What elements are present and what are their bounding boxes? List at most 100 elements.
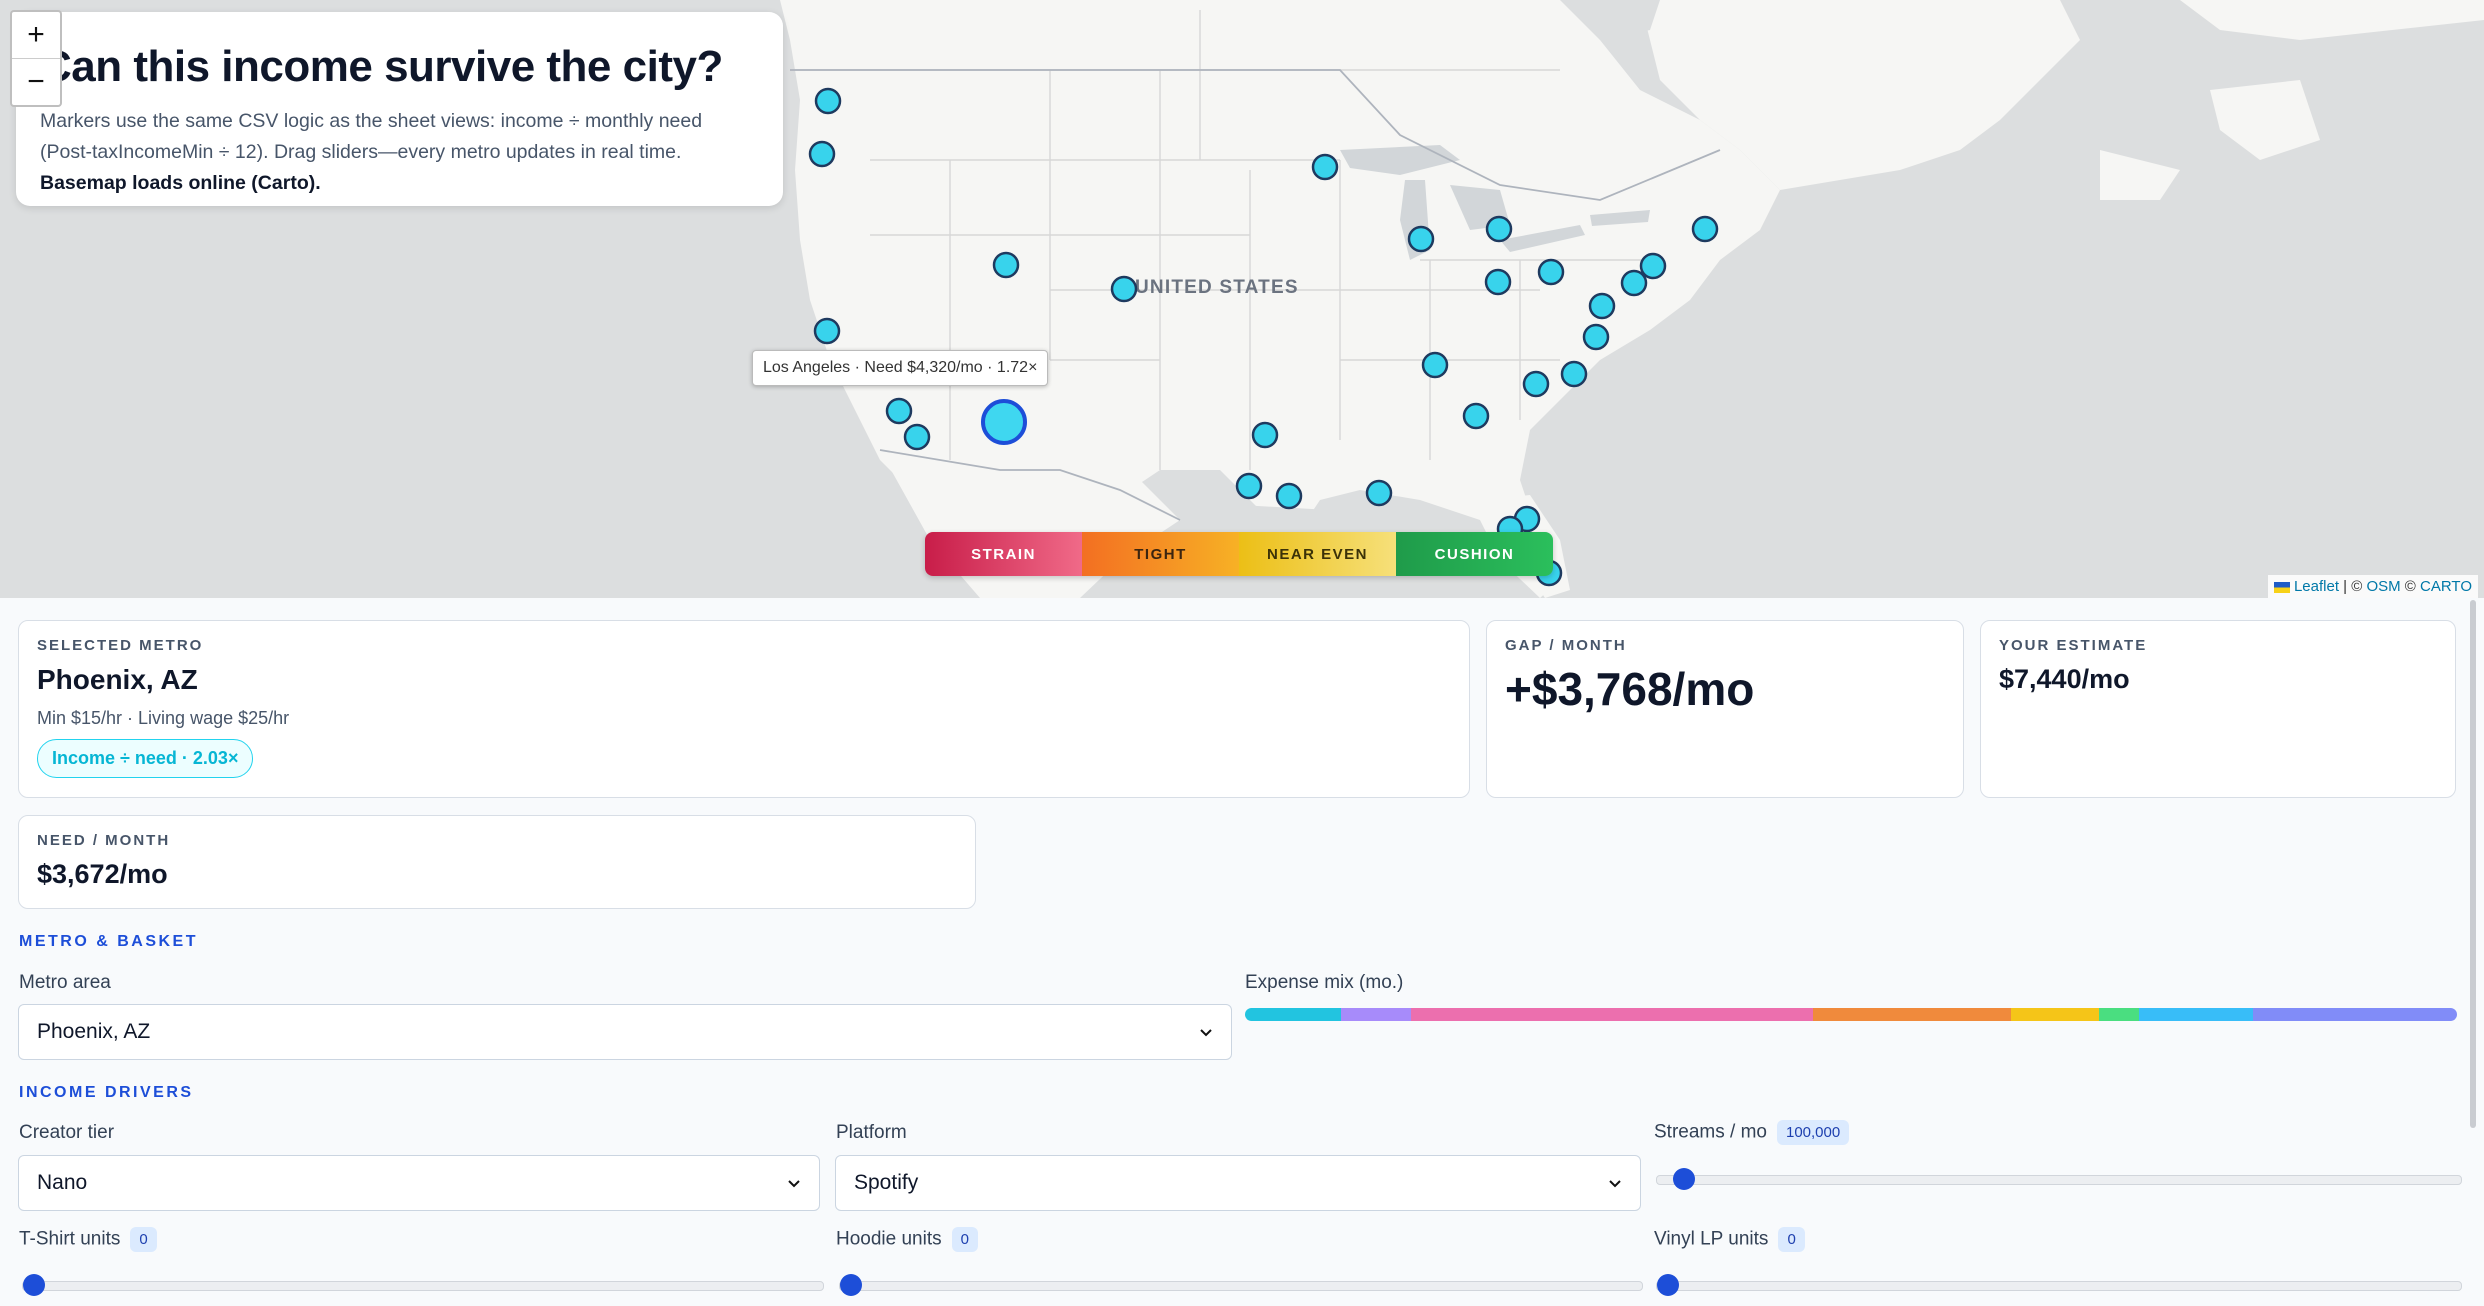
legend-strain: STRAIN	[925, 532, 1082, 576]
need-card: NEED / MONTH $3,672/mo	[18, 815, 976, 909]
metro-marker[interactable]	[1582, 323, 1610, 351]
metro-marker[interactable]	[1462, 402, 1490, 430]
land-canada-east	[1640, 0, 2080, 190]
zoom-in-button[interactable]: +	[12, 12, 60, 59]
chevron-down-icon	[788, 1180, 800, 1188]
country-borders	[790, 69, 1721, 521]
estimate-card: YOUR ESTIMATE $7,440/mo	[1980, 620, 2456, 798]
selected-metro-name: Phoenix, AZ	[37, 664, 198, 695]
metro-marker[interactable]	[1620, 269, 1648, 297]
expense-mix-bar	[1245, 1008, 2457, 1021]
vinyl-slider-thumb[interactable]	[1657, 1274, 1679, 1296]
metro-marker[interactable]	[1365, 479, 1393, 507]
metro-marker[interactable]	[903, 423, 931, 451]
creator-tier-select[interactable]: Nano	[18, 1155, 820, 1211]
ratio-pill: Income ÷ need · 2.03×	[37, 739, 254, 778]
expense-segment	[2253, 1008, 2457, 1021]
platform-label: Platform	[836, 1122, 907, 1143]
platform-select[interactable]: Spotify	[835, 1155, 1641, 1211]
description-bold: Basemap loads online (Carto).	[40, 172, 321, 194]
section-income-drivers: INCOME DRIVERS	[19, 1084, 194, 1101]
legend-bar: STRAIN TIGHT NEAR EVEN CUSHION	[925, 532, 1553, 576]
leaflet-link[interactable]: Leaflet	[2293, 578, 2340, 595]
land-maritimes	[2100, 150, 2180, 200]
water-bay	[1580, 0, 1660, 40]
selected-metro-marker[interactable]	[981, 399, 1027, 445]
osm-link[interactable]: OSM	[2366, 578, 2401, 595]
metro-marker[interactable]	[1537, 258, 1565, 286]
platform-value: Spotify	[854, 1171, 919, 1194]
hoodie-label-row: Hoodie units 0	[836, 1227, 978, 1252]
metro-marker[interactable]	[1522, 370, 1550, 398]
metro-marker[interactable]	[1275, 482, 1303, 510]
metro-marker[interactable]	[1588, 292, 1616, 320]
metro-marker[interactable]	[1484, 268, 1512, 296]
vinyl-slider[interactable]	[1656, 1274, 2462, 1296]
page-title: Can this income survive the city?	[40, 42, 723, 91]
expense-segment	[2099, 1008, 2140, 1021]
metro-marker[interactable]	[814, 87, 842, 115]
metro-marker[interactable]	[1421, 351, 1449, 379]
title-card: Can this income survive the city? Marker…	[16, 12, 783, 206]
metro-marker[interactable]	[1485, 215, 1513, 243]
metro-marker[interactable]	[992, 251, 1020, 279]
estimate-value: $7,440/mo	[1999, 664, 2130, 694]
vinyl-label: Vinyl LP units	[1654, 1228, 1769, 1250]
metro-marker[interactable]	[813, 317, 841, 345]
metro-area-select[interactable]: Phoenix, AZ	[18, 1004, 1232, 1060]
streams-slider[interactable]	[1656, 1168, 2462, 1190]
gap-value: +$3,768/mo	[1505, 663, 1755, 715]
streams-label-row: Streams / mo 100,000	[1654, 1120, 1850, 1145]
metro-marker[interactable]	[1560, 360, 1588, 388]
legend-tight: TIGHT	[1082, 532, 1239, 576]
expense-segment	[1813, 1008, 2011, 1021]
streams-slider-thumb[interactable]	[1673, 1168, 1696, 1190]
hoodie-label: Hoodie units	[836, 1228, 942, 1250]
map[interactable]: + − Can this income survive the city? Ma…	[0, 0, 2484, 598]
land-newfoundland	[2210, 80, 2320, 160]
metro-marker[interactable]	[1407, 225, 1435, 253]
ukraine-flag-icon	[2273, 581, 2290, 593]
creator-tier-label: Creator tier	[19, 1122, 115, 1143]
hoodie-slider-thumb[interactable]	[840, 1274, 862, 1296]
zoom-out-button[interactable]: −	[27, 65, 45, 98]
marker-tooltip: Los Angeles · Need $4,320/mo · 1.72×	[752, 350, 1049, 386]
need-value: $3,672/mo	[37, 859, 168, 889]
vinyl-label-row: Vinyl LP units 0	[1654, 1227, 1805, 1252]
gap-card: GAP / MONTH +$3,768/mo	[1486, 620, 1964, 798]
tshirt-slider-thumb[interactable]	[23, 1274, 45, 1296]
selected-metro-card: SELECTED METRO Phoenix, AZ Min $15/hr · …	[18, 620, 1470, 798]
need-label: NEED / MONTH	[37, 832, 171, 849]
tshirt-slider[interactable]	[22, 1274, 824, 1296]
chevron-down-icon	[1200, 1029, 1212, 1037]
legend-cushion: CUSHION	[1396, 532, 1553, 576]
tshirt-label: T-Shirt units	[19, 1228, 121, 1250]
country-label: UNITED STATES	[1135, 277, 1299, 298]
description-text: Markers use the same CSV logic as the sh…	[40, 110, 703, 163]
metro-marker[interactable]	[1639, 252, 1667, 280]
carto-link[interactable]: CARTO	[2420, 578, 2472, 595]
metro-marker[interactable]	[808, 140, 836, 168]
streams-value-badge: 100,000	[1776, 1120, 1850, 1145]
metro-marker[interactable]	[1311, 153, 1339, 181]
zoom-control: + −	[10, 10, 62, 107]
hoodie-slider[interactable]	[839, 1274, 1643, 1296]
metro-marker[interactable]	[1251, 421, 1279, 449]
creator-tier-value: Nano	[37, 1171, 88, 1194]
expense-segment	[1411, 1008, 1814, 1021]
metro-marker[interactable]	[1110, 275, 1138, 303]
vinyl-value-badge: 0	[1778, 1227, 1805, 1252]
section-metro-basket: METRO & BASKET	[19, 933, 198, 950]
page-scrollbar[interactable]	[2470, 600, 2476, 1128]
expense-segment	[1340, 1008, 1412, 1021]
lake-superior	[1340, 145, 1460, 175]
metro-marker[interactable]	[1235, 472, 1263, 500]
estimate-label: YOUR ESTIMATE	[1999, 637, 2148, 654]
expense-segment	[2139, 1008, 2254, 1021]
selected-metro-label: SELECTED METRO	[37, 637, 204, 654]
legend-near-even: NEAR EVEN	[1239, 532, 1396, 576]
metro-marker[interactable]	[885, 397, 913, 425]
gap-label: GAP / MONTH	[1505, 637, 1627, 654]
land-greenland	[2180, 0, 2484, 40]
metro-marker[interactable]	[1691, 215, 1719, 243]
